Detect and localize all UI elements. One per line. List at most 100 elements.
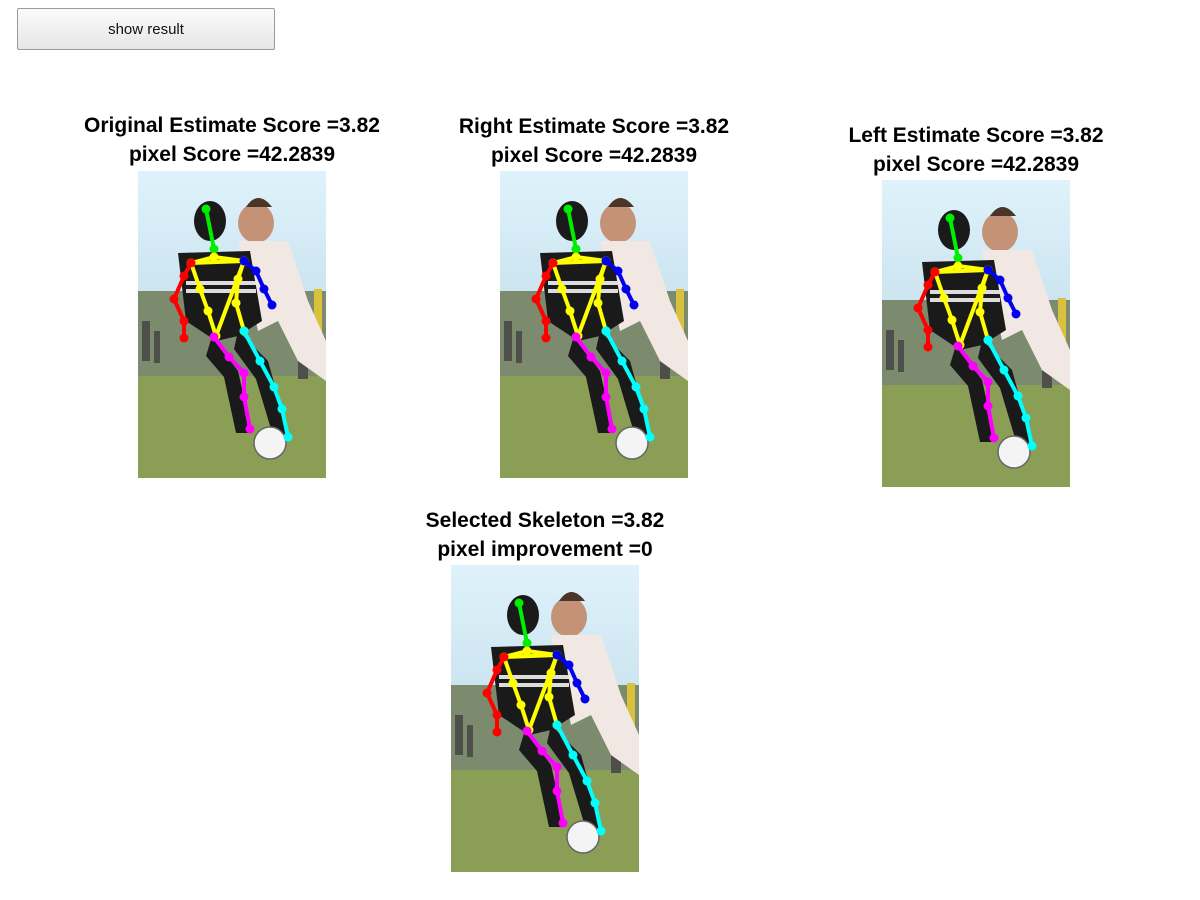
torso-joint (947, 315, 957, 325)
torso-joint (544, 692, 554, 702)
torso-joint (977, 283, 987, 293)
right-leg-joint (571, 332, 581, 342)
right-leg-joint (601, 392, 611, 402)
selected-pixel-improvement: pixel improvement =0 (437, 538, 653, 561)
left-arm-limb (242, 259, 274, 306)
left-leg-joint (645, 432, 655, 442)
original-estimate-image (138, 171, 326, 478)
right-estimate-score: Right Estimate Score =3.82 (458, 115, 730, 138)
skeleton-overlay (482, 598, 606, 836)
left-arm-joint (259, 284, 269, 294)
left-estimate-image (882, 180, 1070, 487)
left-leg-joint (1013, 391, 1023, 401)
right-estimate-caption: Right Estimate Score =3.82 pixel Score =… (414, 112, 774, 170)
head-joint (522, 638, 532, 648)
head-joint (953, 253, 963, 263)
right-leg-joint (209, 332, 219, 342)
right-leg-joint (558, 818, 568, 828)
left-estimate-score: Left Estimate Score =3.82 (848, 124, 1104, 147)
left-leg-joint (601, 326, 611, 336)
torso-joint (939, 293, 949, 303)
head-joint (571, 244, 581, 254)
right-arm-joint (492, 665, 502, 675)
right-arm-joint (531, 294, 541, 304)
right-arm-joint (492, 710, 502, 720)
selected-skeleton-image (451, 565, 639, 872)
head-joint (563, 204, 573, 214)
skeleton-photo (451, 565, 639, 872)
torso-joint (203, 306, 213, 316)
right-arm-joint (541, 333, 551, 343)
torso-joint (231, 298, 241, 308)
left-leg-joint (239, 326, 249, 336)
torso-joint (233, 274, 243, 284)
left-leg-joint (617, 356, 627, 366)
skeleton-photo (500, 171, 688, 478)
right-arm-joint (186, 258, 196, 268)
right-estimate-image (500, 171, 688, 478)
right-leg-joint (552, 786, 562, 796)
left-arm-joint (983, 265, 993, 275)
left-arm-joint (621, 284, 631, 294)
right-arm-joint (923, 280, 933, 290)
left-arm-joint (564, 660, 574, 670)
right-arm-joint (179, 316, 189, 326)
soccer-ball (253, 426, 287, 460)
right-arm-joint (492, 727, 502, 737)
right-leg-joint (983, 377, 993, 387)
torso-joint (565, 306, 575, 316)
original-estimate-caption: Original Estimate Score =3.82 pixel Scor… (52, 111, 412, 169)
soccer-ball (997, 435, 1031, 469)
right-pixel-score: pixel Score =42.2839 (490, 144, 698, 167)
right-arm-joint (179, 333, 189, 343)
left-leg-joint (277, 404, 287, 414)
torso-joint (546, 668, 556, 678)
right-arm-joint (482, 688, 492, 698)
left-leg-joint (983, 335, 993, 345)
left-arm-joint (1011, 309, 1021, 319)
left-arm-joint (552, 650, 562, 660)
left-leg-joint (631, 382, 641, 392)
left-arm-joint (613, 266, 623, 276)
right-arm-joint (930, 267, 940, 277)
right-arm-joint (548, 258, 558, 268)
left-arm-limb (555, 653, 587, 700)
show-result-button[interactable]: show result (17, 8, 275, 50)
left-arm-joint (251, 266, 261, 276)
left-leg-joint (1027, 441, 1037, 451)
left-leg-joint (269, 382, 279, 392)
left-leg-joint (639, 404, 649, 414)
right-arm-joint (179, 271, 189, 281)
right-arm-joint (923, 342, 933, 352)
right-leg-joint (522, 726, 532, 736)
right-arm-joint (169, 294, 179, 304)
right-leg-joint (239, 368, 249, 378)
right-arm-joint (923, 325, 933, 335)
torso-joint (595, 274, 605, 284)
right-leg-joint (245, 424, 255, 434)
torso-joint (557, 284, 567, 294)
left-arm-limb (604, 259, 636, 306)
head-joint (201, 204, 211, 214)
soccer-ball (615, 426, 649, 460)
left-arm-joint (995, 275, 1005, 285)
right-leg-joint (953, 341, 963, 351)
soccer-ball (566, 820, 600, 854)
left-arm-joint (629, 300, 639, 310)
right-leg-joint (983, 401, 993, 411)
left-leg-joint (568, 750, 578, 760)
left-leg-joint (582, 776, 592, 786)
torso-joint (508, 678, 518, 688)
right-leg-joint (224, 352, 234, 362)
torso-joint (522, 646, 532, 656)
left-leg-joint (283, 432, 293, 442)
right-arm-joint (913, 303, 923, 313)
left-arm-joint (267, 300, 277, 310)
left-arm-joint (601, 256, 611, 266)
left-leg-joint (999, 365, 1009, 375)
head-limb (517, 602, 529, 644)
torso-joint (195, 284, 205, 294)
right-leg-joint (989, 433, 999, 443)
right-arm-joint (499, 652, 509, 662)
left-arm-joint (239, 256, 249, 266)
